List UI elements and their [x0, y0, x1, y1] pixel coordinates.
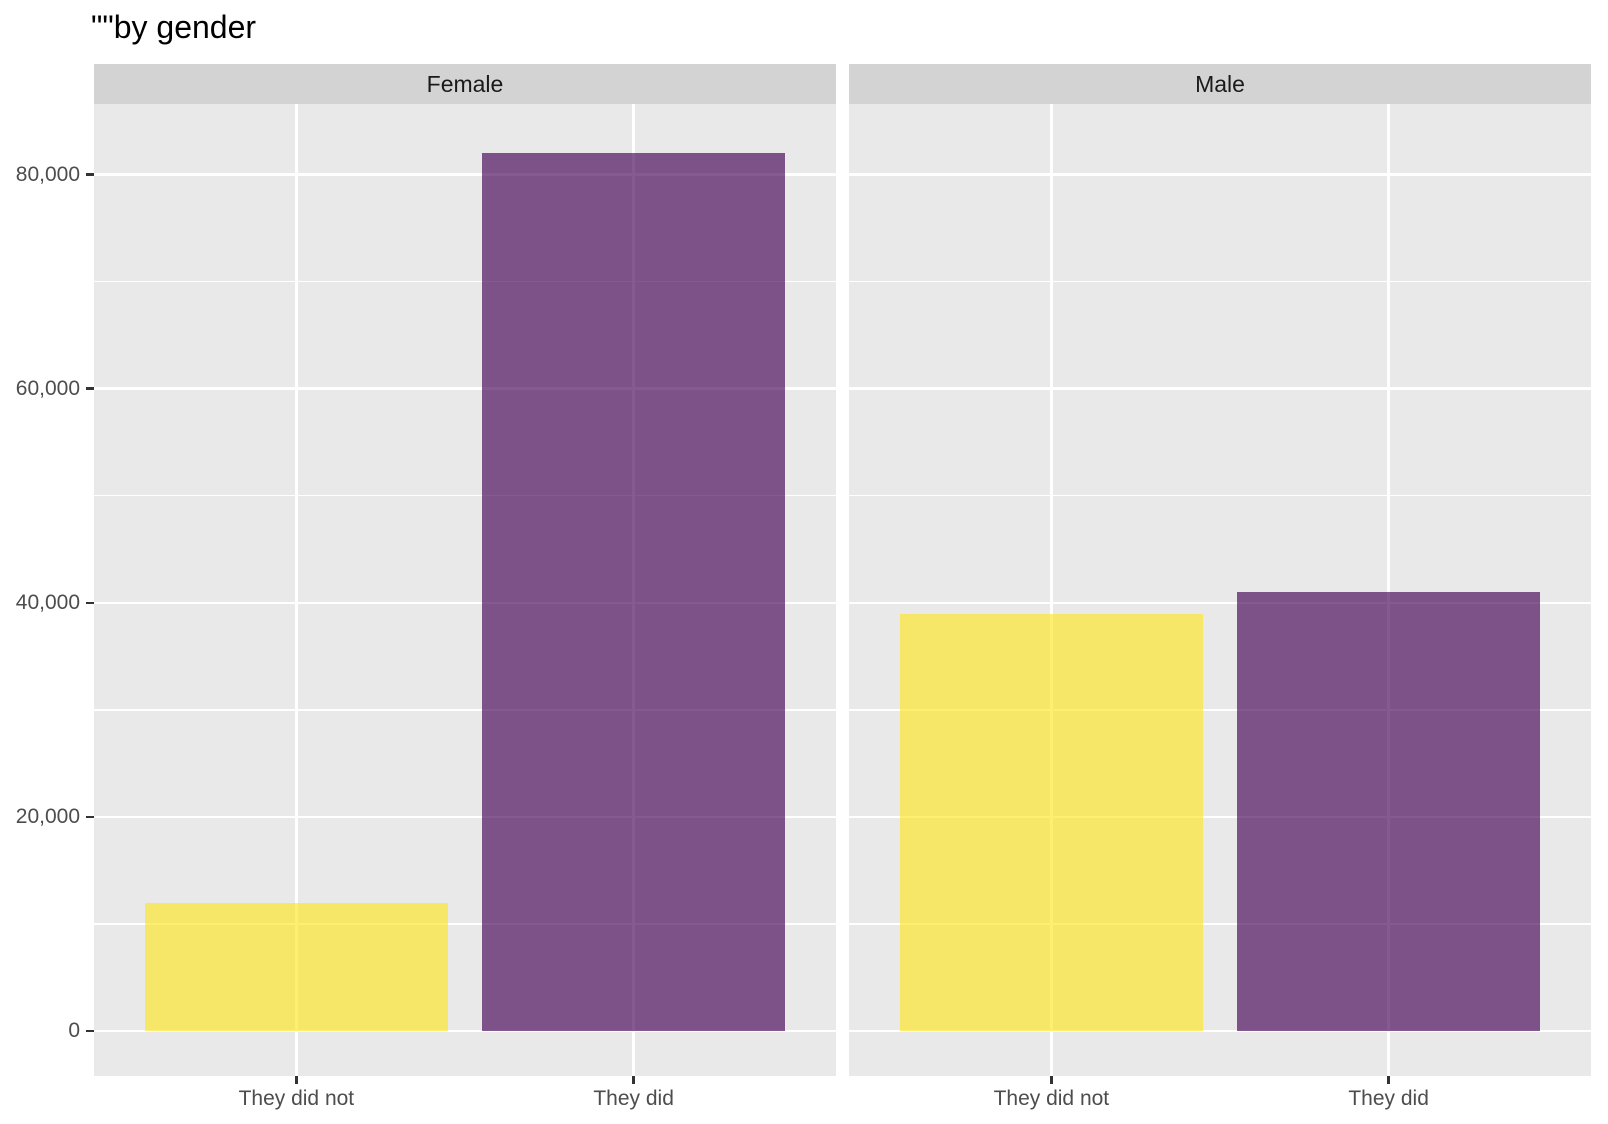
gridline-major — [94, 387, 836, 390]
gridline-minor — [849, 281, 1591, 283]
gridline-major — [94, 601, 836, 605]
panel-female — [94, 104, 836, 1076]
x-tick-mark — [632, 1076, 635, 1084]
x-tick-mark — [1387, 1076, 1390, 1084]
facet-strip-female: Female — [94, 64, 836, 104]
gridline-major — [849, 601, 1591, 605]
gridline-minor — [849, 923, 1591, 925]
gridline-major — [849, 387, 1591, 390]
gridline-major — [94, 1029, 836, 1033]
x-axis-label: They did not — [993, 1087, 1110, 1110]
bar-female-they-did — [481, 153, 786, 1032]
y-tick-mark — [86, 601, 94, 605]
gridline-major-vertical — [1050, 104, 1053, 1076]
gridline-major — [849, 173, 1591, 176]
gridline-minor — [849, 495, 1591, 497]
chart-title: ""by gender — [91, 9, 257, 45]
y-axis-label: 0 — [68, 1019, 80, 1043]
facet-strip-male: Male — [849, 64, 1591, 104]
y-axis-label: 60,000 — [15, 376, 80, 400]
gridline-minor — [94, 495, 836, 497]
panel-male — [849, 104, 1591, 1076]
gridline-minor — [94, 281, 836, 283]
x-axis-label: They did — [1348, 1087, 1429, 1110]
gridline-major — [849, 815, 1591, 819]
x-axis-label: They did — [593, 1087, 674, 1110]
y-tick-mark — [86, 173, 94, 176]
bar-female-they-did-not — [144, 902, 449, 1032]
gridline-minor — [94, 923, 836, 925]
y-axis-label: 20,000 — [15, 804, 80, 828]
gridline-major-vertical — [295, 104, 298, 1076]
gridline-minor — [94, 709, 836, 711]
bar-male-they-did-not — [899, 613, 1204, 1032]
x-tick-mark — [1050, 1076, 1053, 1084]
y-tick-mark — [86, 1029, 94, 1033]
gridline-major-vertical — [1387, 104, 1390, 1076]
x-tick-mark — [295, 1076, 298, 1084]
gridline-major — [94, 173, 836, 176]
y-tick-mark — [86, 387, 94, 390]
gridline-major — [849, 1029, 1591, 1033]
y-tick-mark — [86, 815, 94, 819]
gridline-major — [94, 815, 836, 819]
facet-label-female: Female — [426, 70, 504, 97]
facet-label-male: Male — [1195, 70, 1245, 97]
y-axis-label: 80,000 — [15, 162, 80, 186]
bar-male-they-did — [1236, 592, 1541, 1032]
gridline-minor — [849, 709, 1591, 711]
y-axis-label: 40,000 — [15, 590, 80, 614]
x-axis-label: They did not — [238, 1087, 355, 1110]
